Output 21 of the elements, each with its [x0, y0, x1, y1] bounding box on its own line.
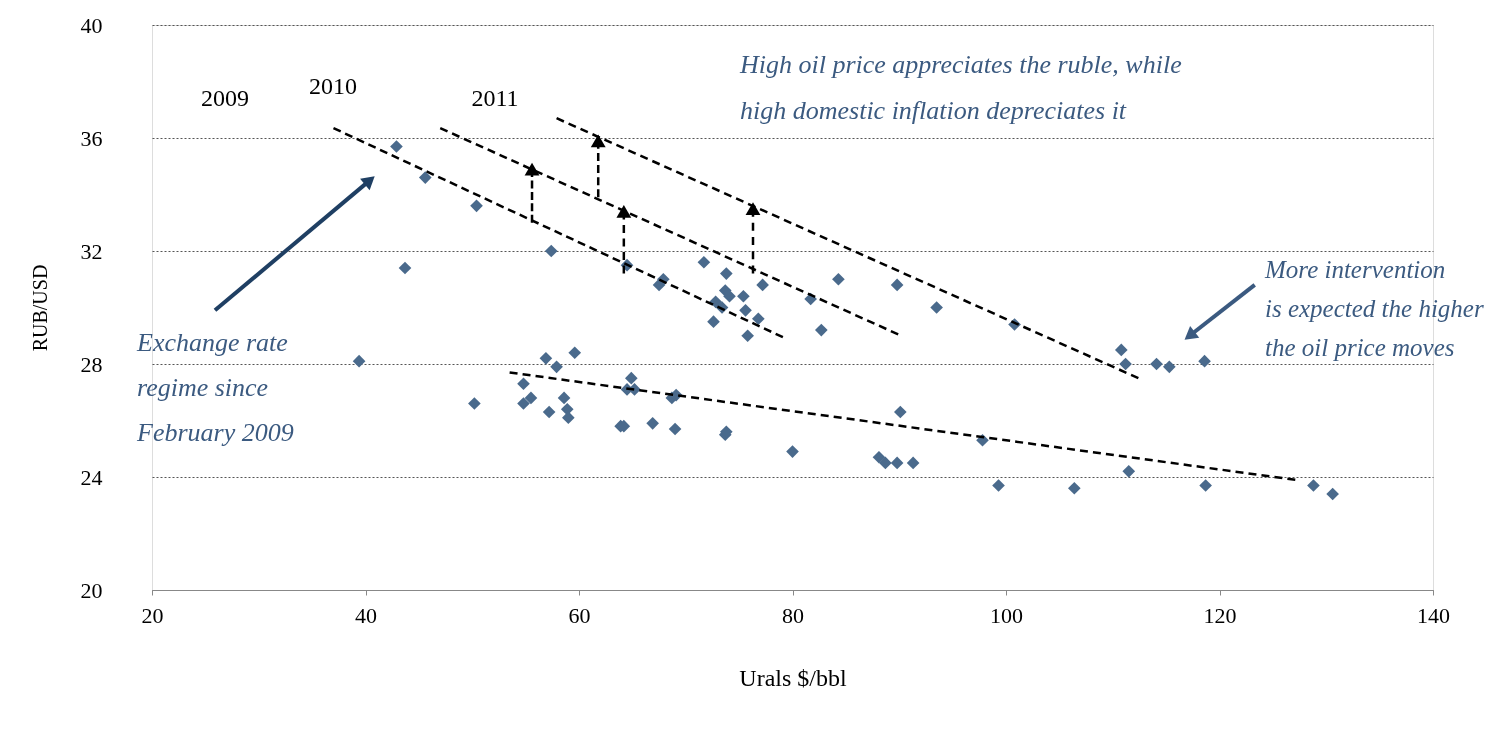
annotation: 2009 — [201, 85, 249, 111]
x-tick-label: 140 — [1417, 602, 1450, 628]
x-axis-title: Urals $/bbl — [739, 664, 847, 691]
x-tick-label: 40 — [355, 602, 377, 628]
x-tick-label: 20 — [141, 602, 164, 628]
annotation: 2011 — [471, 85, 519, 111]
x-tick-label: 120 — [1203, 602, 1237, 628]
annotation: Exchange rate regime since February 2009 — [136, 328, 294, 447]
annotation: High oil price appreciates the ruble, while high domestic inflation depreciates it — [739, 50, 1182, 125]
x-tick-label: 60 — [568, 602, 591, 628]
y-axis-title: RUB/USD — [28, 264, 51, 352]
y-tick-label: 40 — [80, 12, 103, 38]
y-tick-label: 28 — [80, 351, 103, 377]
y-tick-label: 24 — [80, 464, 103, 490]
annotation: 2010 — [309, 73, 357, 99]
y-tick-label: 32 — [80, 238, 103, 264]
x-tick-label: 80 — [782, 602, 804, 628]
y-tick-label: 36 — [80, 125, 103, 151]
y-tick-label: 20 — [80, 577, 103, 603]
x-tick-label: 100 — [990, 602, 1023, 628]
annotation: More intervention is expected the higher the oil price moves — [1264, 256, 1484, 361]
